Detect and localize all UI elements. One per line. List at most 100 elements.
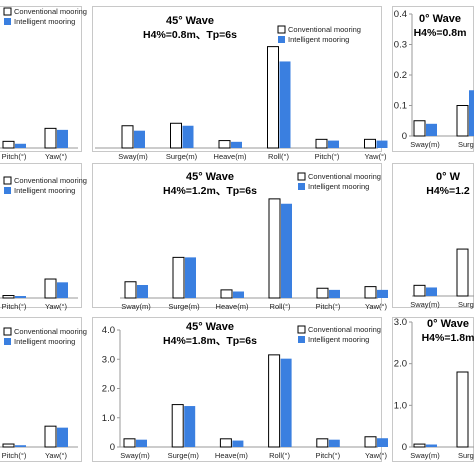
bar-intelligent-0 — [134, 130, 145, 148]
category-label: Yaw(°) — [364, 152, 387, 161]
category-label: Sway(m) — [410, 451, 440, 460]
bar-intelligent-3 — [279, 61, 291, 148]
category-label: Surge — [458, 451, 474, 460]
bar-intelligent-1 — [182, 125, 194, 148]
bar-conventional-1 — [170, 122, 182, 149]
category-label: Pitch(°) — [316, 302, 341, 311]
panel-frame — [92, 317, 382, 462]
legend-label-intelligent: Intelligent mooring — [308, 335, 369, 344]
bar-conventional-4 — [315, 138, 328, 149]
chart-title-line1: 45° Wave — [166, 15, 214, 27]
chart-title-line2: H4%=1.8m — [422, 332, 474, 344]
bar-intelligent-1 — [57, 282, 68, 298]
category-label: Yaw(°) — [365, 451, 388, 460]
panel-frame — [0, 163, 82, 308]
bar-conventional-1 — [171, 404, 184, 448]
chart-right-1: 0 0.1 0.2 0.3 0.4 Sway(m) Surge 0° Wave H4%=0.8m — [392, 6, 474, 152]
category-label: Heave(m) — [215, 451, 248, 460]
bar-conventional-0 — [2, 140, 15, 149]
bar-intelligent-5 — [377, 438, 388, 447]
category-label: Yaw(°) — [45, 302, 68, 311]
bar-conventional-3 — [268, 354, 281, 448]
y-tick-label: 0 — [402, 131, 407, 142]
category-label: Surge — [458, 140, 474, 149]
bar-conventional-2 — [219, 438, 232, 448]
chart-mid-3: 0 1.0 2.0 3.0 4.0 Sway(m) Surge(m) Heave(m) Roll… — [92, 317, 388, 462]
y-tick-label: 0 — [110, 442, 115, 453]
legend-swatch-intelligent — [278, 36, 285, 43]
bar-intelligent-0 — [137, 285, 148, 298]
bar-conventional-1 — [172, 256, 185, 299]
y-tick-label: 3.0 — [394, 317, 407, 328]
chart-title-line1: 0° Wave — [427, 318, 469, 330]
chart-left-2: Pitch(°) Yaw(°) Conventional mooringIntell… — [0, 163, 87, 311]
legend-label-intelligent: Intelligent mooring — [288, 35, 349, 44]
chart-right-2: Sway(m) Surge 0° W H4%=1.2 — [392, 163, 474, 309]
legend-swatch-intelligent — [298, 183, 305, 190]
category-label: Pitch(°) — [2, 451, 27, 460]
chart-right-3: 0 1.0 2.0 3.0 Sway(m) Surge 0° Wave H4%=1.8m — [392, 317, 474, 462]
bar-conventional-1 — [44, 127, 57, 149]
bar-intelligent-1 — [469, 90, 474, 136]
bar-conventional-3 — [267, 46, 279, 149]
category-label: Pitch(°) — [2, 302, 27, 311]
legend-swatch-conventional — [297, 172, 306, 181]
category-label: Sway(m) — [118, 152, 148, 161]
chart-mid-1: Sway(m) Surge(m) Heave(m) Roll(°) Pitch(°) Ya… — [92, 6, 388, 161]
bar-conventional-3 — [268, 198, 281, 299]
bar-intelligent-2 — [231, 141, 242, 148]
y-tick-label: 0.2 — [394, 70, 407, 81]
legend-label-intelligent: Intelligent mooring — [14, 17, 75, 26]
bar-intelligent-0 — [15, 143, 26, 148]
legend-swatch-conventional — [3, 176, 12, 185]
legend-label-intelligent: Intelligent mooring — [14, 337, 75, 346]
y-tick-label: 4.0 — [102, 325, 115, 336]
legend-swatch-conventional — [297, 325, 306, 334]
y-tick-label: 0.3 — [394, 40, 407, 51]
y-tick-label: 0.4 — [394, 9, 407, 20]
bar-conventional-1 — [456, 371, 469, 448]
panel-frame — [92, 163, 382, 308]
legend-swatch-intelligent — [298, 336, 305, 343]
y-tick-label: 0 — [402, 442, 407, 453]
chart-title-line2: H4%=1.2 — [426, 185, 470, 197]
bar-conventional-1 — [44, 278, 57, 299]
legend-swatch-conventional — [277, 25, 286, 34]
bar-conventional-0 — [413, 443, 426, 448]
legend-label-intelligent: Intelligent mooring — [308, 182, 369, 191]
category-label: Surge(m) — [168, 302, 200, 311]
category-label: Roll(°) — [269, 451, 290, 460]
legend-label-conventional: Conventional mooring — [308, 172, 381, 181]
legend-label-conventional: Conventional mooring — [14, 7, 87, 16]
category-label: Yaw(°) — [365, 302, 388, 311]
chart-title-line2: H4%=0.8m — [414, 27, 467, 39]
bar-conventional-0 — [413, 284, 426, 297]
bar-conventional-2 — [220, 289, 233, 299]
y-tick-label: 2.0 — [394, 359, 407, 370]
bar-conventional-2 — [218, 140, 231, 149]
bar-intelligent-0 — [15, 445, 26, 447]
category-label: Sway(m) — [121, 302, 151, 311]
category-label: Sway(m) — [410, 140, 440, 149]
bar-conventional-1 — [456, 248, 469, 297]
y-tick-label: 2.0 — [102, 384, 115, 395]
category-label: Surge(m) — [166, 152, 198, 161]
chart-left-3: Pitch(°) Yaw(°) Conventional mooringIntell… — [0, 317, 87, 462]
bar-conventional-4 — [316, 287, 329, 299]
category-label: Roll(°) — [268, 152, 289, 161]
y-tick-label: 0.1 — [394, 101, 407, 112]
panel-frame — [0, 317, 82, 462]
bar-conventional-5 — [364, 436, 377, 448]
category-label: Sway(m) — [410, 300, 440, 309]
chart-title-line2: H4%=1.2m、Tp=6s — [163, 185, 257, 197]
bar-conventional-0 — [2, 295, 15, 299]
chart-title-line1: 0° Wave — [419, 13, 461, 25]
bar-intelligent-4 — [328, 140, 339, 148]
legend-label-conventional: Conventional mooring — [14, 327, 87, 336]
bar-conventional-5 — [364, 286, 377, 299]
category-label: Heave(m) — [214, 152, 247, 161]
panel-frame — [0, 6, 82, 152]
chart-title-line1: 45° Wave — [186, 321, 234, 333]
legend-swatch-intelligent — [4, 187, 11, 194]
